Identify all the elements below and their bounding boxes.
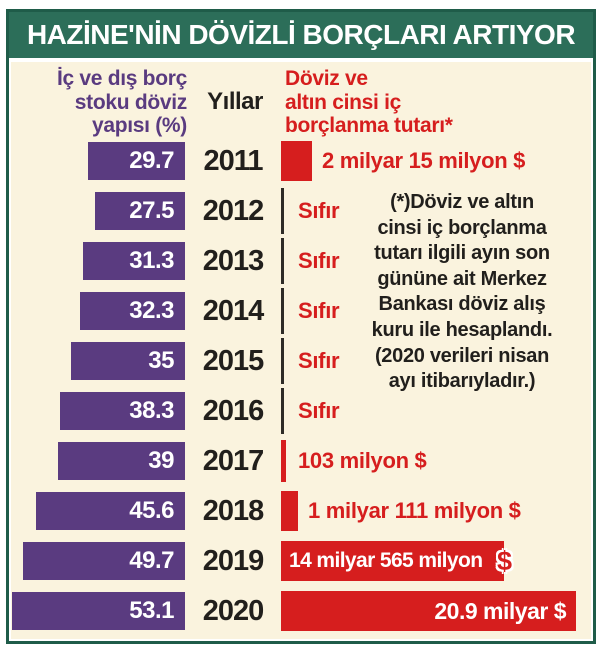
- table-row-2012: 27.5 2012 Sıfır: [11, 186, 591, 236]
- pct-bar-cell: 39: [11, 442, 185, 480]
- zero-tick: [281, 188, 284, 234]
- table-row-2019: 49.7 2019 14 milyar 565 milyon $: [11, 536, 591, 586]
- pct-bar: 35: [71, 342, 185, 380]
- amount-cell: 1 milyar 111 milyon $: [281, 486, 591, 536]
- chart-content: İç ve dış borç stoku döviz yapısı (%) Yı…: [11, 62, 591, 639]
- amount-bar: [281, 440, 286, 482]
- zero-tick: [281, 388, 284, 434]
- amount-cell: Sıfır: [281, 186, 591, 236]
- table-row-2015: 35 2015 Sıfır: [11, 336, 591, 386]
- amount-bar: 14 milyar 565 milyon: [281, 541, 504, 581]
- pct-bar-cell: 53.1: [11, 592, 185, 630]
- chart-rows: 29.7 2011 2 milyar 15 milyon $ 27.5 2012 Sıfı…: [11, 136, 591, 636]
- amount-cell: Sıfır: [281, 336, 591, 386]
- header-fx-borrowing: Döviz ve altın cinsi iç borçlanma tutarı…: [285, 67, 453, 138]
- amount-label: Sıfır: [298, 298, 340, 323]
- pct-bar: 45.6: [36, 492, 185, 530]
- year-label: 2015: [202, 344, 265, 377]
- amount-cell: 14 milyar 565 milyon $: [281, 536, 591, 586]
- pct-bar: 39: [58, 442, 185, 480]
- amount-label: 2 milyar 15 milyon $: [322, 148, 526, 173]
- pct-value: 27.5: [129, 197, 174, 224]
- amount-label: 14 milyar 565 milyon: [289, 549, 483, 572]
- zero-tick: [281, 338, 284, 384]
- amount-cell: Sıfır: [281, 236, 591, 286]
- year-label: 2012: [202, 194, 265, 227]
- amount-cell: 20.9 milyar $: [281, 586, 591, 636]
- pct-bar: 27.5: [95, 192, 185, 230]
- year-label: 2017: [202, 444, 265, 477]
- pct-value: 35: [148, 347, 174, 374]
- title-divider: [11, 58, 591, 62]
- pct-bar-cell: 27.5: [11, 192, 185, 230]
- table-row-2013: 31.3 2013 Sıfır: [11, 236, 591, 286]
- pct-value: 45.6: [129, 497, 174, 524]
- pct-value: 32.3: [129, 297, 174, 324]
- amount-cell: Sıfır: [281, 386, 591, 436]
- pct-bar-cell: 31.3: [11, 242, 185, 280]
- year-label: 2018: [202, 494, 265, 527]
- zero-tick: [281, 288, 284, 334]
- pct-value: 49.7: [129, 547, 174, 574]
- amount-cell: 103 milyon $: [281, 436, 591, 486]
- pct-bar: 53.1: [12, 592, 185, 630]
- amount-bar: [281, 491, 298, 531]
- column-headers: İç ve dış borç stoku döviz yapısı (%) Yı…: [11, 62, 591, 138]
- amount-label: 103 milyon $: [298, 448, 427, 473]
- year-label: 2020: [202, 594, 265, 627]
- pct-bar-cell: 29.7: [11, 142, 185, 180]
- table-row-2016: 38.3 2016 Sıfır: [11, 386, 591, 436]
- pct-bar-cell: 38.3: [11, 392, 185, 430]
- amount-cell: 2 milyar 15 milyon $: [281, 136, 591, 186]
- year-label: 2011: [203, 144, 264, 177]
- amount-cell: Sıfır: [281, 286, 591, 336]
- table-row-2020: 53.1 2020 20.9 milyar $: [11, 586, 591, 636]
- pct-value: 31.3: [129, 247, 174, 274]
- table-row-2014: 32.3 2014 Sıfır: [11, 286, 591, 336]
- table-row-2018: 45.6 2018 1 milyar 111 milyon $: [11, 486, 591, 536]
- pct-bar-cell: 32.3: [11, 292, 185, 330]
- pct-value: 53.1: [129, 597, 174, 624]
- year-label: 2016: [202, 394, 265, 427]
- pct-bar: 31.3: [83, 242, 185, 280]
- table-row-2011: 29.7 2011 2 milyar 15 milyon $: [11, 136, 591, 186]
- header-debt-stock: İç ve dış borç stoku döviz yapısı (%): [56, 67, 187, 138]
- amount-label: Sıfır: [298, 248, 340, 273]
- infographic-frame: HAZİNE'NİN DÖVİZLİ BORÇLARI ARTIYOR İç v…: [6, 9, 596, 644]
- pct-bar: 49.7: [23, 542, 185, 580]
- table-row-2017: 39 2017 103 milyon $: [11, 436, 591, 486]
- amount-label: 1 milyar 111 milyon $: [308, 498, 521, 523]
- pct-value: 38.3: [129, 397, 174, 424]
- pct-value: 39: [148, 447, 174, 474]
- pct-bar: 32.3: [80, 292, 185, 330]
- amount-label: Sıfır: [298, 348, 340, 373]
- year-label: 2013: [202, 244, 265, 277]
- header-years: Yıllar: [207, 87, 263, 115]
- pct-bar: 29.7: [88, 142, 185, 180]
- dollar-sign: $: [497, 545, 513, 576]
- zero-tick: [281, 238, 284, 284]
- pct-bar-cell: 45.6: [11, 492, 185, 530]
- year-label: 2014: [202, 294, 265, 327]
- pct-bar-cell: 49.7: [11, 542, 185, 580]
- amount-bar: 20.9 milyar $: [281, 591, 576, 631]
- pct-value: 29.7: [129, 147, 174, 174]
- footnote-annotation: (*)Döviz ve altın cinsi iç borçlanma tut…: [371, 191, 553, 393]
- amount-label: 20.9 milyar $: [434, 597, 566, 624]
- chart-title: HAZİNE'NİN DÖVİZLİ BORÇLARI ARTIYOR: [9, 12, 593, 58]
- amount-bar: [281, 141, 312, 181]
- pct-bar-cell: 35: [11, 342, 185, 380]
- amount-label: Sıfır: [298, 398, 340, 423]
- year-label: 2019: [202, 544, 265, 577]
- amount-label: Sıfır: [298, 198, 340, 223]
- pct-bar: 38.3: [60, 392, 185, 430]
